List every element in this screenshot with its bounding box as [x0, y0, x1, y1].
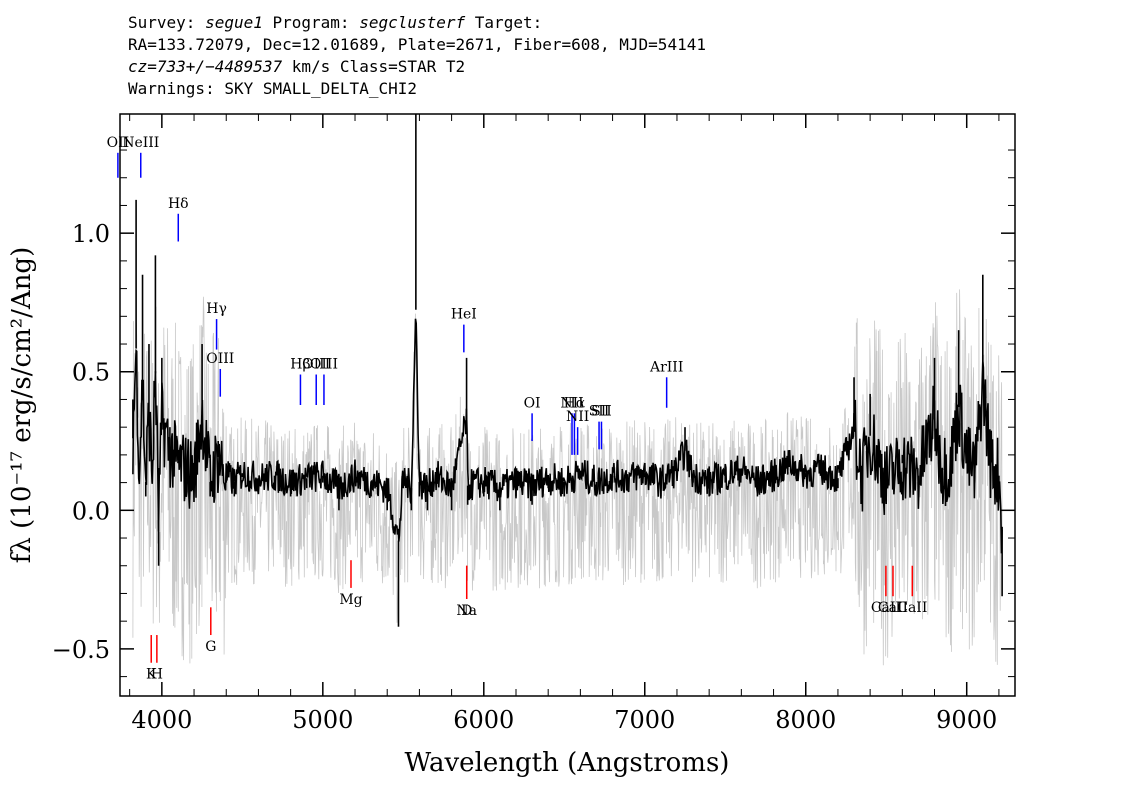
emission-line-label: HeI [451, 307, 477, 323]
class-text: km/s Class=STAR T2 [282, 57, 466, 76]
header-line-warnings: Warnings: SKY SMALL_DELTA_CHI2 [128, 79, 417, 98]
plot-frame [119, 113, 1016, 697]
header-line-coords: RA=133.72079, Dec=12.01689, Plate=2671, … [128, 35, 706, 54]
emission-line-label: OII [107, 135, 130, 151]
y-tick-label: −0.5 [52, 636, 110, 664]
x-tick-label: 4000 [131, 706, 192, 734]
spectrum-trace [132, 318, 1003, 554]
header-line-class: cz=733+/−4489537 km/s Class=STAR T2 [128, 56, 706, 78]
x-tick-label: 5000 [292, 706, 353, 734]
header-line-survey: Survey: segue1 Program: segclusterf Targ… [128, 12, 706, 34]
emission-line-label: Hδ [168, 196, 189, 212]
target-prefix: Target: [465, 13, 543, 32]
emission-line-label: OIII [310, 357, 338, 373]
emission-line-label: OI [524, 395, 541, 411]
y-axis-title: fλ (10⁻¹⁷ erg/s/cm²/Ang) [7, 247, 37, 563]
y-tick-label: 0.5 [72, 359, 110, 387]
emission-line-label: Hβ [290, 357, 310, 373]
x-tick-label: 6000 [453, 706, 514, 734]
emission-line-label: Hα [564, 395, 586, 411]
absorption-line-label: Na [456, 603, 477, 619]
emission-line-label: ArIII [649, 359, 683, 375]
absorption-line-label: CaII [878, 600, 908, 616]
emission-line-label: OIII [206, 351, 234, 367]
x-axis-title: Wavelength (Angstroms) [405, 748, 730, 778]
redshift-value: cz=733+/−4489537 [128, 57, 283, 76]
x-tick-label: 7000 [614, 706, 675, 734]
emission-line-label: SII [591, 404, 612, 420]
absorption-line-label: H [151, 667, 163, 683]
absorption-line-label: CaII [897, 600, 927, 616]
emission-line-label: NII [560, 395, 583, 411]
spectrum-header: Survey: segue1 Program: segclusterf Targ… [128, 12, 706, 100]
x-tick-label: 9000 [936, 706, 997, 734]
emission-line-label: OIII [302, 357, 330, 373]
y-tick-label: 1.0 [72, 220, 110, 248]
axis-ticks: 4000 5000 6000 7000 8000 9000 −0.5 0.0 0.5 1.0 [52, 114, 1015, 734]
survey-name: segue1 [205, 13, 263, 32]
y-tick-label: 0.0 [72, 497, 110, 525]
absorption-line-label: CaII [871, 600, 901, 616]
absorption-line-label: K [146, 667, 157, 683]
absorption-line-label: Mg [339, 592, 362, 608]
program-name: segclusterf [359, 13, 466, 32]
emission-line-label: Hγ [206, 301, 227, 317]
survey-prefix: Survey: [128, 13, 206, 32]
program-prefix: Program: [262, 13, 360, 32]
emission-line-label: NII [566, 409, 589, 425]
spectrum-series [132, 114, 1003, 627]
absorption-line-label: G [205, 639, 216, 655]
emission-line-label: NeIII [122, 135, 159, 151]
absorption-line-label: D [461, 603, 472, 619]
x-tick-label: 8000 [775, 706, 836, 734]
emission-line-label: SII [589, 404, 610, 420]
